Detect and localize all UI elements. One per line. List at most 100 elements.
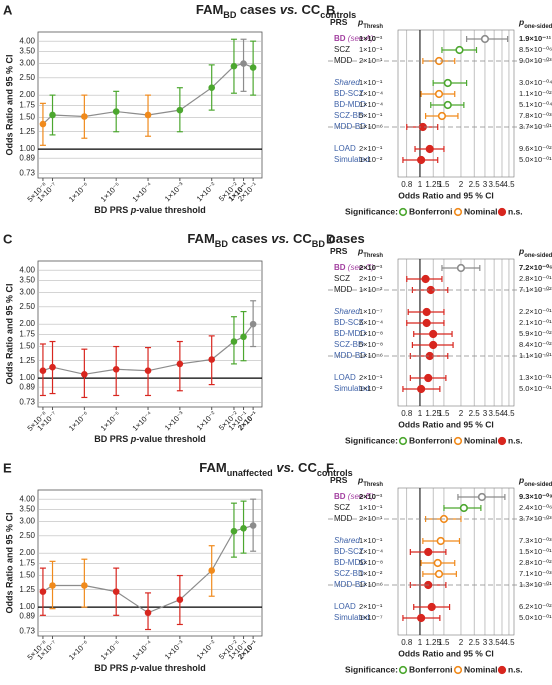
trend-line — [42, 524, 254, 614]
y-tick-label: 2.50 — [19, 73, 35, 82]
row-label-name: LOAD — [334, 373, 356, 382]
p-one-sided: 2.2×10⁻⁰¹ — [519, 307, 552, 316]
p-one-sided: 2.8×10⁻⁰² — [519, 558, 552, 567]
row-label-name: SCZ-BD — [334, 569, 364, 578]
text-part: -value threshold — [136, 205, 206, 215]
x-tick-label: 1×10⁻³ — [163, 638, 186, 661]
point — [480, 34, 490, 44]
x-tick-label: 2.5 — [469, 180, 481, 189]
y-tick-label: 1.75 — [19, 559, 35, 568]
legend-label: Bonferroni — [409, 664, 452, 674]
row-label-name: SCZ — [334, 45, 350, 54]
text-part: BD — [312, 239, 326, 249]
row-label: BD-SCZ — [334, 547, 364, 556]
text-part: p — [518, 475, 524, 485]
x-tick-label: 0.8 — [401, 409, 413, 418]
text-part: CC — [289, 231, 312, 246]
panel-letter: A — [3, 2, 13, 17]
p-thresh: 1×10⁻⁶ — [359, 351, 383, 360]
x-tick-label: 3 — [483, 638, 488, 647]
text-part: controls — [320, 10, 356, 20]
y-tick-label: 2.00 — [19, 90, 35, 99]
point — [39, 120, 47, 128]
row-label: Shared — [334, 78, 360, 87]
y-tick-label: 1.75 — [19, 330, 35, 339]
point — [230, 527, 238, 535]
row-label: MDD — [334, 514, 352, 523]
p-one-sided: 7.1×10⁻⁰³ — [519, 569, 552, 578]
p-one-sided: 1.1×10⁻⁰² — [519, 89, 552, 98]
row-label-name: Simulated — [334, 613, 370, 622]
y-tick-label: 2.00 — [19, 548, 35, 557]
row-label-name: Simulated — [334, 384, 370, 393]
row-label-name: SCZ — [334, 274, 350, 283]
p-one-sided: 5.0×10⁻⁰¹ — [519, 155, 552, 164]
legend-label: Bonferroni — [409, 435, 452, 445]
legend-marker — [453, 436, 463, 446]
row-label-name: BD-MDD — [334, 329, 366, 338]
row-label: Simulated — [334, 155, 370, 164]
point — [433, 558, 442, 568]
x-tick-label: 2.5 — [469, 638, 481, 647]
row-label-name: MDD-BD — [334, 122, 366, 131]
p-thresh: 2×10⁻¹ — [359, 373, 383, 382]
row-label: SCZ-BD — [334, 340, 364, 349]
p-one-sided: 2.8×10⁻⁰¹ — [519, 274, 552, 283]
text-part: Thresh — [363, 24, 383, 30]
panel-letter: D — [326, 231, 335, 246]
column-header: pThresh — [357, 246, 383, 258]
legend-marker — [398, 207, 408, 217]
x-tick-label: 4.5 — [503, 409, 515, 418]
text-part: BD PRS — [94, 434, 131, 444]
row-title: FAMBD cases vs. CCBD cases — [187, 231, 364, 249]
y-tick-label: 1.25 — [19, 127, 35, 136]
row-label: LOAD — [334, 144, 356, 153]
text-part: PRS — [330, 17, 348, 27]
p-one-sided: 9.3×10⁻⁰⁹ — [519, 492, 552, 501]
text-part: one-sided — [524, 24, 552, 30]
x-tick-label: 1×10⁻⁴ — [130, 409, 153, 432]
column-header: pone-sided — [518, 246, 552, 258]
p-one-sided: 7.1×10⁻⁰² — [519, 285, 552, 294]
p-one-sided: 8.4×10⁻⁰² — [519, 340, 552, 349]
row-label-note: (see C) — [348, 263, 375, 272]
y-tick-label: 3.50 — [19, 505, 35, 514]
x-tick-label: 3 — [483, 409, 488, 418]
row-label: BD-SCZ — [334, 89, 364, 98]
point — [459, 503, 468, 513]
panel-letter: F — [326, 460, 334, 475]
point — [421, 274, 430, 284]
p-one-sided: 3.7×10⁻⁰¹ — [519, 122, 552, 131]
row-label-name: BD — [334, 492, 346, 501]
column-header: pone-sided — [518, 17, 552, 29]
x-tick-label: 3.5 — [489, 409, 501, 418]
row-label: LOAD — [334, 602, 356, 611]
x-tick-label: 1×10⁻⁶ — [67, 180, 90, 203]
p-thresh: 5×10⁻¹ — [359, 111, 383, 120]
p-one-sided: 6.2×10⁻⁰² — [519, 602, 552, 611]
x-tick-label: 1.25 — [425, 638, 441, 647]
y-tick-label: 0.89 — [19, 153, 35, 162]
row-label-name: BD-SCZ — [334, 89, 364, 98]
p-one-sided: 5.9×10⁻⁰² — [519, 329, 552, 338]
row-label: BD-MDD — [334, 100, 366, 109]
y-tick-label: 0.89 — [19, 611, 35, 620]
point — [424, 547, 433, 557]
row-label: MDD — [334, 285, 352, 294]
point — [208, 567, 216, 574]
p-thresh: 5×10⁻⁸ — [359, 340, 383, 349]
p-thresh: 2×10⁻¹ — [359, 56, 383, 65]
legend-label: Nominal — [464, 435, 498, 445]
text-part: CC — [298, 2, 321, 17]
row-label-name: BD-SCZ — [334, 318, 364, 327]
text-part: BD PRS — [94, 205, 131, 215]
text-part: p — [357, 246, 363, 256]
row-label-name: Shared — [334, 78, 360, 87]
text-part: FAM — [199, 460, 226, 475]
row-label-name: MDD-BD — [334, 580, 366, 589]
p-thresh: 1×10⁻¹ — [359, 34, 383, 43]
x-tick-label: 1×10⁻³ — [163, 180, 186, 203]
point — [477, 492, 487, 502]
point — [434, 89, 444, 99]
text-part: cases — [325, 231, 365, 246]
